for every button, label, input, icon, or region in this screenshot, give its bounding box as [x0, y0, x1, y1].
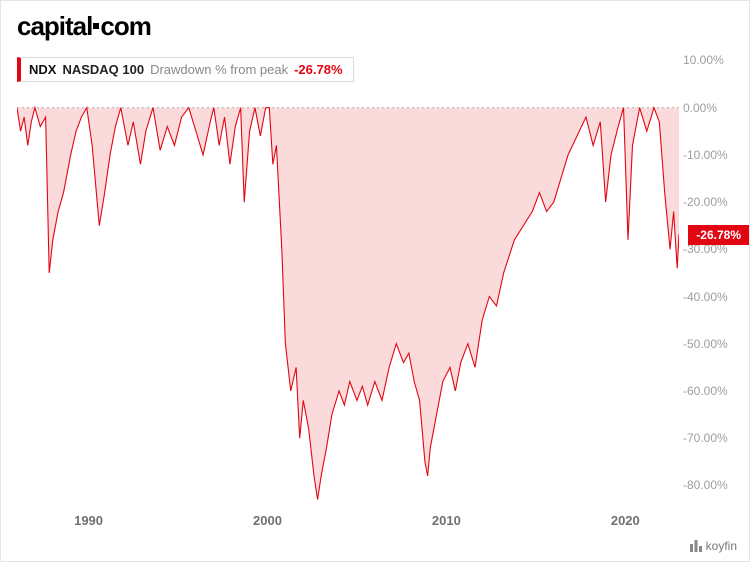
- x-tick-label: 2020: [611, 513, 640, 528]
- y-tick-label: -50.00%: [683, 337, 728, 351]
- x-tick-label: 2010: [432, 513, 461, 528]
- x-tick-label: 1990: [74, 513, 103, 528]
- brand-dot-icon: [93, 23, 99, 29]
- y-axis: 10.00%0.00%-10.00%-20.00%-30.00%-40.00%-…: [679, 51, 749, 509]
- drawdown-chart: [17, 51, 679, 509]
- brand-post: com: [100, 11, 150, 41]
- y-tick-label: -10.00%: [683, 148, 728, 162]
- source-attribution: koyfin: [690, 539, 737, 553]
- y-tick-label: 0.00%: [683, 101, 717, 115]
- koyfin-icon: [690, 540, 702, 552]
- chart-plot-area: [17, 51, 679, 509]
- brand-pre: capital: [17, 11, 92, 41]
- x-axis: 1990 2000 2010 2020: [17, 513, 679, 531]
- y-tick-label: -60.00%: [683, 384, 728, 398]
- y-tick-label: -80.00%: [683, 478, 728, 492]
- y-tick-label: -40.00%: [683, 290, 728, 304]
- y-tick-label: 10.00%: [683, 53, 724, 67]
- chart-card: capitalcom NDX NASDAQ 100 Drawdown % fro…: [0, 0, 750, 562]
- last-value-marker: -26.78%: [688, 225, 749, 245]
- site-brand: capital com: [17, 11, 151, 42]
- last-value-label: -26.78%: [696, 228, 741, 242]
- y-tick-label: -20.00%: [683, 195, 728, 209]
- source-text: koyfin: [706, 539, 737, 553]
- x-tick-label: 2000: [253, 513, 282, 528]
- y-tick-label: -70.00%: [683, 431, 728, 445]
